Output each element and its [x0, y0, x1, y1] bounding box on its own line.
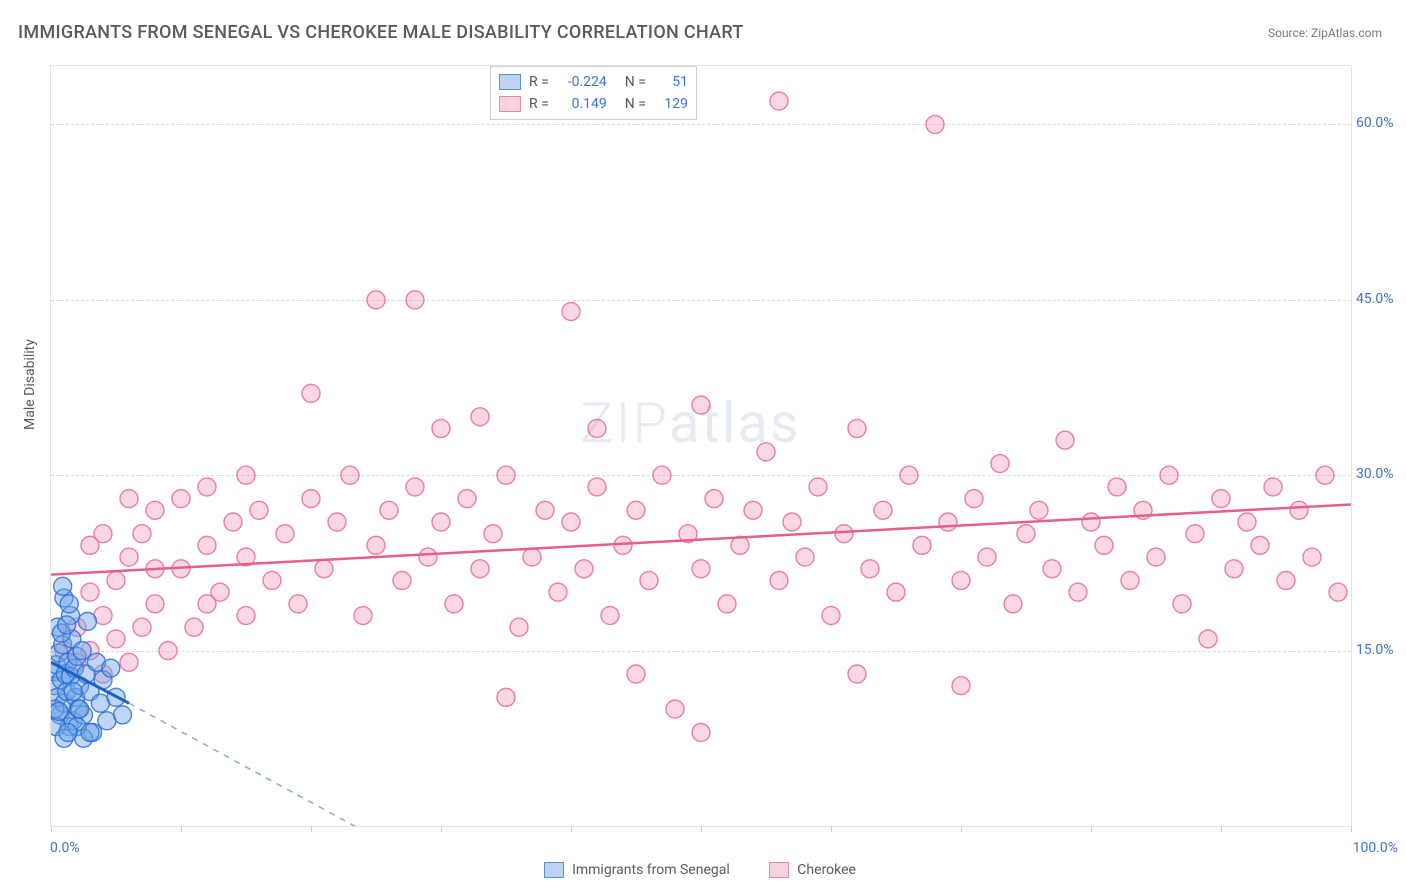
- n-label: N =: [625, 93, 646, 115]
- y-tick-label: 45.0%: [1356, 291, 1406, 307]
- n-label: N =: [625, 71, 646, 93]
- x-tick-mark: [311, 826, 312, 832]
- legend-swatch-cherokee: [769, 862, 789, 878]
- r-label: R =: [529, 71, 549, 93]
- x-tick-mark: [1221, 826, 1222, 832]
- source-prefix: Source:: [1268, 26, 1311, 40]
- source-attribution: Source: ZipAtlas.com: [1268, 26, 1382, 40]
- y-tick-label: 60.0%: [1356, 115, 1406, 131]
- legend-label-senegal: Immigrants from Senegal: [572, 862, 730, 878]
- y-tick-label: 15.0%: [1356, 642, 1406, 658]
- y-axis-title: Male Disability: [22, 339, 38, 430]
- n-value-cherokee: 129: [654, 93, 688, 115]
- x-tick-mark: [961, 826, 962, 832]
- legend-item-cherokee: Cherokee: [769, 862, 856, 878]
- swatch-senegal: [499, 74, 521, 90]
- r-label: R =: [529, 93, 549, 115]
- stats-legend: R = -0.224 N = 51 R = 0.149 N = 129: [490, 66, 697, 120]
- plot-area: 15.0%30.0%45.0%60.0%: [50, 65, 1352, 827]
- scatter-canvas: [51, 66, 1351, 826]
- chart-title: IMMIGRANTS FROM SENEGAL VS CHEROKEE MALE…: [18, 22, 744, 43]
- x-tick-mark: [701, 826, 702, 832]
- legend-label-cherokee: Cherokee: [797, 862, 856, 878]
- x-tick-mark: [571, 826, 572, 832]
- r-value-senegal: -0.224: [557, 71, 607, 93]
- bottom-legend: Immigrants from Senegal Cherokee: [50, 862, 1350, 882]
- x-tick-mark: [1351, 826, 1352, 832]
- n-value-senegal: 51: [654, 71, 688, 93]
- r-value-cherokee: 0.149: [557, 93, 607, 115]
- source-name: ZipAtlas.com: [1311, 26, 1382, 40]
- x-tick-mark: [181, 826, 182, 832]
- y-tick-label: 30.0%: [1356, 466, 1406, 482]
- stats-row-cherokee: R = 0.149 N = 129: [499, 93, 688, 115]
- x-axis-max-label: 100.0%: [1353, 840, 1398, 856]
- x-axis-min-label: 0.0%: [50, 840, 80, 856]
- x-tick-mark: [831, 826, 832, 832]
- x-tick-mark: [51, 826, 52, 832]
- swatch-cherokee: [499, 96, 521, 112]
- chart-container: IMMIGRANTS FROM SENEGAL VS CHEROKEE MALE…: [0, 0, 1406, 892]
- legend-item-senegal: Immigrants from Senegal: [544, 862, 730, 878]
- stats-row-senegal: R = -0.224 N = 51: [499, 71, 688, 93]
- x-tick-mark: [441, 826, 442, 832]
- x-tick-mark: [1091, 826, 1092, 832]
- legend-swatch-senegal: [544, 862, 564, 878]
